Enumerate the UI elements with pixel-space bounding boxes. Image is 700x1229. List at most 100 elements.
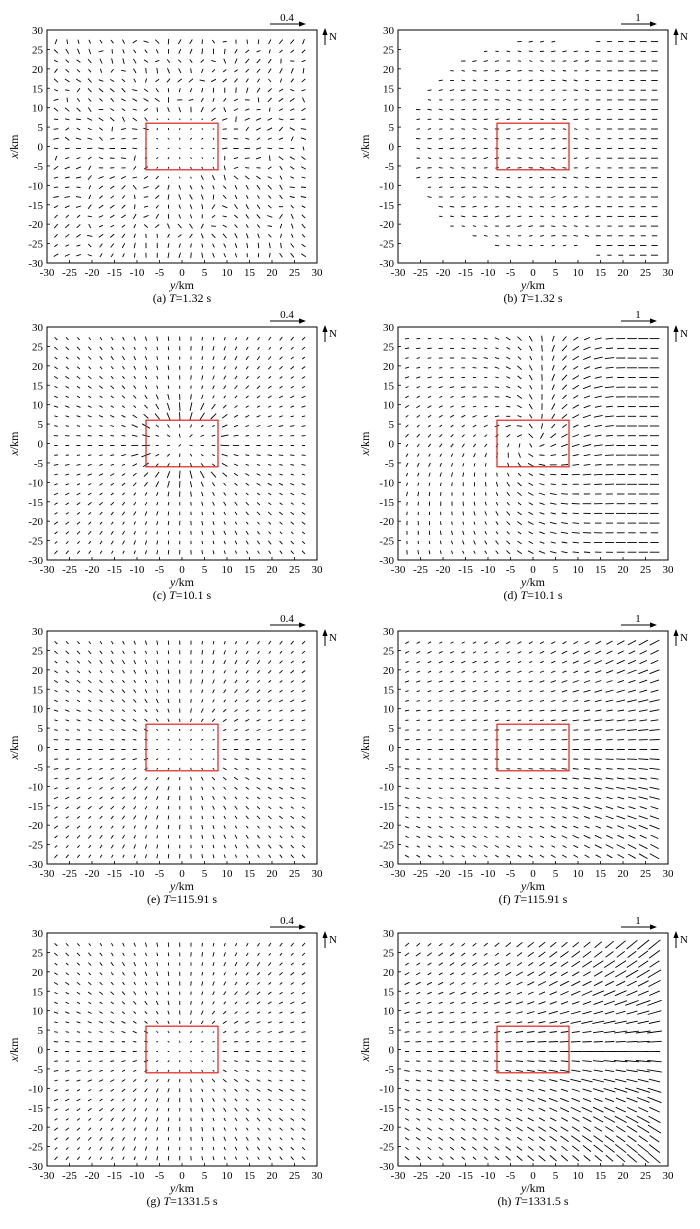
- vector-arrow: [88, 98, 92, 102]
- vector-arrow: [290, 108, 295, 111]
- vector-arrow: [75, 176, 82, 179]
- x-tick-label: -30: [391, 267, 406, 279]
- vector-arrow: [201, 834, 204, 839]
- vector-arrow: [144, 698, 148, 703]
- vector-arrow: [506, 835, 510, 838]
- vector-arrow: [517, 521, 522, 526]
- vector-arrow: [178, 147, 181, 150]
- vector-arrow: [583, 806, 591, 810]
- vector-arrow: [302, 38, 305, 45]
- vector-arrow: [438, 1070, 444, 1072]
- vector-arrow: [604, 1106, 615, 1113]
- vector-arrow: [178, 214, 182, 219]
- vector-arrow: [268, 39, 272, 45]
- vector-arrow: [256, 492, 261, 496]
- vector-arrow: [505, 991, 511, 995]
- vector-arrow: [87, 502, 92, 506]
- vector-arrow: [189, 194, 193, 200]
- vector-arrow: [144, 492, 148, 496]
- vector-arrow: [212, 758, 215, 760]
- vector-arrow: [301, 531, 306, 535]
- vector-arrow: [234, 58, 238, 64]
- vector-arrow: [234, 834, 238, 839]
- vector-arrow: [245, 454, 250, 456]
- vector-arrow: [212, 147, 215, 150]
- vector-arrow: [538, 550, 546, 554]
- vector-arrow: [484, 680, 488, 683]
- vector-arrow: [473, 501, 476, 506]
- vector-arrow: [133, 521, 136, 525]
- vector-arrow: [572, 355, 580, 361]
- vector-arrow: [87, 834, 92, 839]
- vector-arrow: [278, 97, 284, 102]
- vector-arrow: [54, 777, 58, 780]
- vector-arrow: [300, 128, 307, 130]
- vector-arrow: [76, 796, 81, 800]
- y-tick-label: -15: [28, 801, 43, 813]
- vector-arrow: [110, 981, 114, 986]
- x-axis-label: y/km: [520, 575, 546, 589]
- vector-arrow: [438, 1098, 444, 1102]
- vector-arrow: [111, 942, 114, 947]
- vector-arrow: [53, 1069, 59, 1072]
- vector-arrow: [76, 758, 81, 760]
- vector-arrow: [76, 356, 81, 360]
- vector-arrow: [245, 68, 250, 73]
- vector-arrow: [267, 58, 272, 64]
- x-tick-label: 0: [530, 564, 536, 576]
- vector-arrow: [517, 356, 522, 360]
- vector-arrow: [450, 453, 454, 457]
- vector-arrow: [626, 990, 638, 997]
- vector-arrow: [98, 185, 104, 189]
- vector-arrow: [98, 176, 104, 179]
- vector-arrow: [156, 502, 159, 506]
- vector-arrow: [615, 970, 627, 978]
- north-label: N: [680, 934, 688, 946]
- vector-arrow: [438, 89, 443, 92]
- vector-arrow: [267, 215, 273, 218]
- vector-arrow: [595, 768, 602, 770]
- vector-arrow: [605, 669, 614, 674]
- vector-arrow: [461, 1011, 466, 1014]
- vector-arrow: [179, 453, 181, 457]
- vector-arrow: [494, 942, 500, 947]
- vector-arrow: [245, 233, 249, 239]
- vector-arrow: [516, 1079, 523, 1082]
- vector-arrow: [99, 1069, 103, 1072]
- vector-arrow: [290, 1060, 295, 1062]
- vector-arrow: [603, 1030, 616, 1034]
- vector-arrow: [178, 204, 181, 209]
- vector-arrow: [527, 1001, 535, 1005]
- vector-arrow: [156, 728, 159, 732]
- y-tick-label: -25: [379, 840, 394, 852]
- vector-arrow: [582, 1030, 592, 1034]
- vector-arrow: [483, 366, 488, 369]
- vector-arrow: [257, 640, 260, 645]
- vector-arrow: [65, 336, 69, 341]
- vector-arrow: [76, 729, 81, 731]
- vector-arrow: [99, 991, 103, 995]
- x-tick-label: -25: [62, 267, 77, 279]
- vector-arrow: [178, 1050, 181, 1053]
- vector-arrow: [594, 941, 603, 948]
- vector-arrow: [290, 502, 294, 505]
- vector-arrow: [65, 1069, 70, 1072]
- vector-arrow: [594, 376, 602, 379]
- vector-arrow: [416, 991, 421, 995]
- vector-arrow: [233, 718, 239, 722]
- caption-var: T: [514, 1194, 522, 1208]
- x-tick-label: 5: [553, 564, 559, 576]
- vector-arrow: [167, 444, 170, 447]
- vector-arrow: [449, 1021, 455, 1024]
- vector-arrow: [99, 511, 103, 516]
- vector-arrow: [245, 540, 249, 545]
- vector-arrow: [122, 521, 125, 525]
- vector-arrow: [439, 128, 443, 130]
- vector-arrow: [438, 1021, 444, 1024]
- vector-arrow: [177, 78, 183, 83]
- vector-arrow: [121, 815, 126, 820]
- vector-arrow: [144, 375, 148, 380]
- vector-arrow: [427, 395, 432, 399]
- vector-arrow: [190, 1069, 192, 1073]
- vector-arrow: [223, 854, 226, 859]
